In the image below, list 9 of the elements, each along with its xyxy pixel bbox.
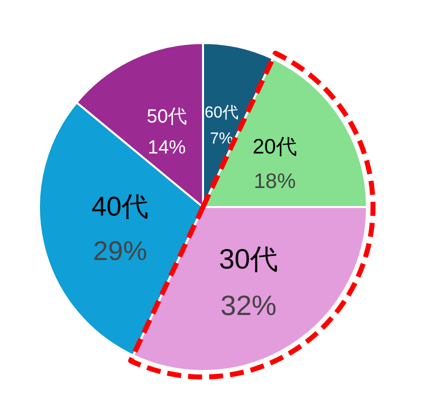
data-label: 29% <box>93 236 148 266</box>
slice-label: 50代 <box>146 106 187 128</box>
slice-label: 40代 <box>92 192 149 222</box>
slice-label: 30代 <box>218 244 278 275</box>
slice-label: 20代 <box>252 135 297 158</box>
data-label: 14% <box>148 138 186 159</box>
data-label: 18% <box>254 170 296 193</box>
data-label: 32% <box>220 290 277 321</box>
slice-label: 60代 <box>204 104 238 122</box>
